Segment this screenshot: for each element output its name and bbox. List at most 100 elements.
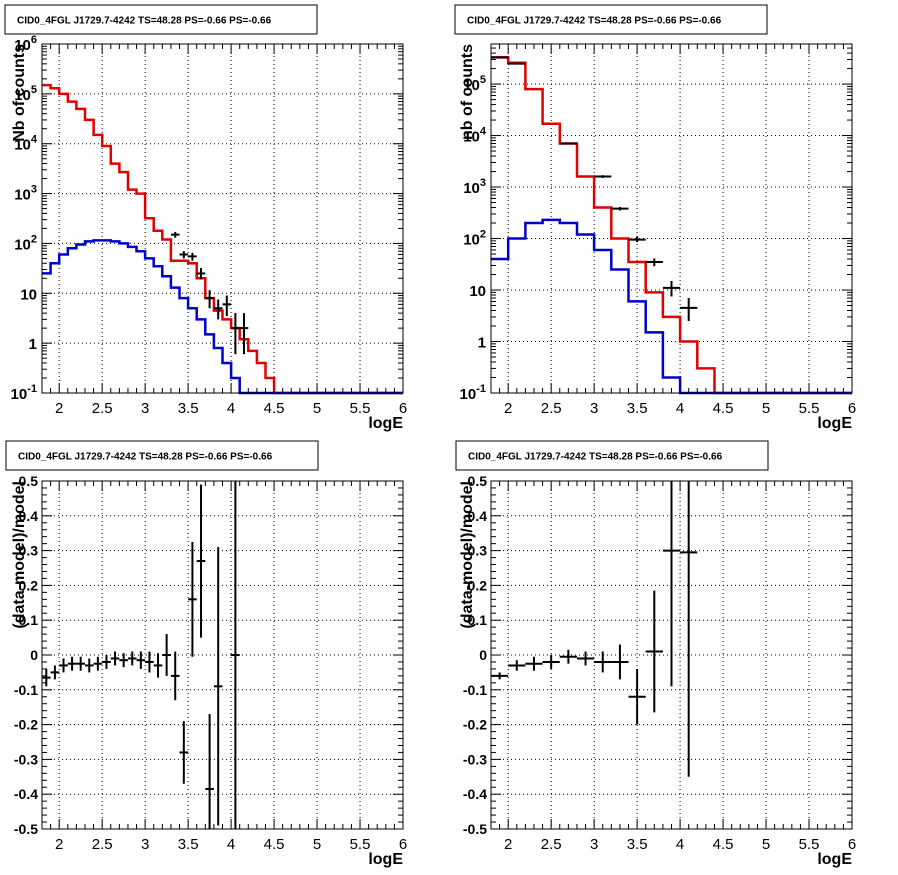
y-tick-label: 0.1 <box>468 612 488 628</box>
y-tick-base: 10 <box>14 37 31 54</box>
y-tick-base: 10 <box>14 187 31 204</box>
plot-frame <box>490 480 853 830</box>
y-tick-exponent: 5 <box>31 84 37 96</box>
y-tick-label: -0.5 <box>14 821 38 837</box>
x-tick-label: 3 <box>141 400 149 417</box>
x-tick-label: 3.5 <box>178 836 199 853</box>
residual-point <box>42 668 51 687</box>
x-tick-label: 3 <box>141 836 149 853</box>
data-point <box>231 313 240 355</box>
residual-point <box>645 590 663 713</box>
residual-point <box>170 651 180 701</box>
residual-point <box>594 651 612 673</box>
x-tick-label: 3 <box>590 836 598 853</box>
residual-point <box>525 656 543 671</box>
x-tick-label: 6 <box>848 400 856 417</box>
y-axis-title: Nb of counts <box>11 44 28 142</box>
x-tick-label: 4 <box>676 400 684 417</box>
x-tick-label: 4 <box>676 836 684 853</box>
chart-title: CID0_4FGL J1729.7-4242 TS=48.28 PS=-0.66… <box>18 452 273 463</box>
title-box <box>5 440 319 471</box>
x-tick-label: 2 <box>55 400 63 417</box>
y-tick-label: 0.1 <box>19 612 39 628</box>
chart-panel-2: 2 2.5 3 3.5 4 4.5 5 5.5 610-1110102103104105logE… <box>454 4 856 432</box>
axis-ticks <box>41 43 404 394</box>
y-tick-exponent: 5 <box>480 74 486 86</box>
x-tick-label: 4 <box>227 836 235 853</box>
y-tick-label: 102 <box>14 233 37 253</box>
residual-point <box>59 658 68 673</box>
residual-point <box>76 656 85 671</box>
data-point <box>645 258 663 267</box>
data-point <box>628 236 646 243</box>
y-tick-label: -0.5 <box>463 821 487 837</box>
y-tick-label: 0.5 <box>468 473 488 489</box>
x-axis-title: logE <box>817 851 852 868</box>
x-tick-label: 5.5 <box>799 400 820 417</box>
y-tick-label: 10 <box>20 286 37 303</box>
data-point <box>611 206 629 211</box>
residual-point <box>162 634 171 676</box>
plot-frame <box>41 43 404 394</box>
x-tick-label: 2 <box>504 400 512 417</box>
data-point <box>188 252 197 261</box>
x-tick-label: 2.5 <box>541 836 562 853</box>
x-tick-label: 3.5 <box>178 400 199 417</box>
x-tick-label: 2.5 <box>541 400 562 417</box>
y-tick-label: 0.3 <box>19 543 39 559</box>
residual-point <box>153 653 163 678</box>
title-box <box>455 440 769 471</box>
x-tick-label: 4 <box>227 400 235 417</box>
residual-point <box>179 721 189 784</box>
title-box <box>454 4 768 35</box>
source-model-histogram <box>491 218 852 395</box>
x-axis-title: logE <box>368 851 403 868</box>
chart-title: CID0_4FGL J1729.7-4242 TS=48.28 PS=-0.66… <box>17 16 272 27</box>
x-axis-title: logE <box>368 415 403 432</box>
x-tick-label: 2 <box>55 836 63 853</box>
y-tick-base: 1 <box>29 336 37 353</box>
y-tick-label: -0.2 <box>14 717 38 733</box>
residual-point <box>491 672 509 680</box>
residual-point <box>84 658 94 673</box>
residual-point <box>680 481 698 777</box>
y-tick-exponent: 3 <box>480 177 486 189</box>
chart-title: CID0_4FGL J1729.7-4242 TS=48.28 PS=-0.66… <box>467 16 722 27</box>
y-tick-base: 1 <box>478 335 486 352</box>
residual-point <box>205 714 214 829</box>
y-tick-label: 10-1 <box>11 383 37 403</box>
y-tick-label: 0.2 <box>468 577 488 593</box>
y-tick-label: -0.3 <box>463 751 487 767</box>
y-tick-label: 0.3 <box>468 543 488 559</box>
x-tick-label: 5.5 <box>350 400 371 417</box>
y-tick-exponent: 4 <box>480 126 487 138</box>
y-tick-base: 10 <box>469 283 486 300</box>
residual-point <box>611 644 629 680</box>
x-tick-label: 5 <box>313 836 321 853</box>
y-tick-label: 106 <box>14 34 37 54</box>
data-point <box>508 62 526 65</box>
y-tick-base: 10 <box>14 87 31 104</box>
y-tick-label: 104 <box>463 126 487 146</box>
residual-point <box>102 655 111 669</box>
title-box <box>4 4 318 35</box>
chart-panel-1: 2 2.5 3 3.5 4 4.5 5 5.5 610-1110102103104105106l… <box>4 4 407 432</box>
data-point <box>170 231 180 238</box>
y-tick-exponent: -1 <box>476 383 486 395</box>
x-tick-label: 2.5 <box>92 400 113 417</box>
residual-point <box>119 653 128 668</box>
y-tick-label: 0.2 <box>19 577 39 593</box>
x-tick-label: 5.5 <box>350 836 371 853</box>
residual-point <box>559 649 577 664</box>
residual-point <box>542 655 560 669</box>
x-tick-label: 3 <box>590 400 598 417</box>
residual-point <box>110 651 120 666</box>
residual-point <box>127 651 137 666</box>
y-tick-label: 0.4 <box>19 508 39 524</box>
y-tick-base: 10 <box>11 386 28 403</box>
y-tick-exponent: 6 <box>31 34 37 46</box>
y-tick-label: 0.4 <box>468 508 488 524</box>
data-point <box>205 290 214 309</box>
y-tick-label: 1 <box>29 336 37 353</box>
